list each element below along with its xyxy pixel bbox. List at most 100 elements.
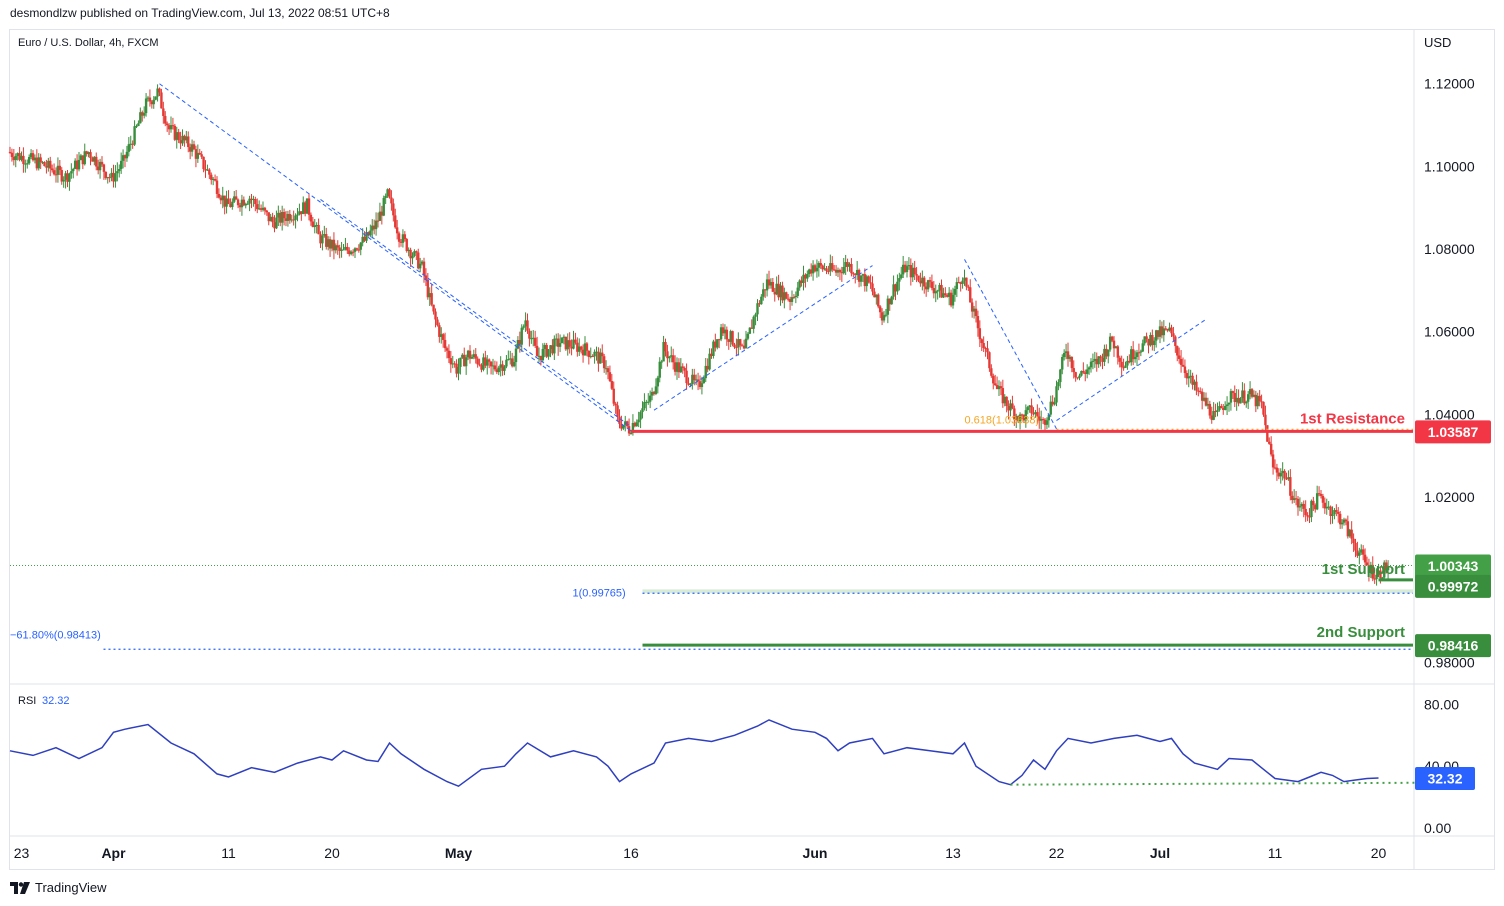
x-tick-label: 22	[1049, 845, 1065, 861]
candle-body	[700, 383, 704, 387]
candle-body	[50, 168, 54, 171]
candle-body	[309, 214, 313, 222]
candle-body	[1335, 510, 1338, 512]
candle-body	[1379, 570, 1382, 579]
candle-body	[781, 285, 784, 301]
candle-body	[1350, 529, 1353, 539]
candle-body	[275, 217, 278, 229]
candle-body	[685, 370, 688, 384]
candle-body	[1319, 493, 1323, 496]
candle-body	[944, 293, 947, 296]
candle-body	[1304, 508, 1307, 516]
candle-body	[221, 195, 224, 201]
candle-body	[877, 294, 880, 307]
candle-body	[808, 269, 811, 274]
candle-body	[486, 359, 489, 366]
candle-body	[1342, 519, 1346, 523]
candle-body	[696, 379, 700, 382]
candle-body	[154, 96, 157, 100]
candle-body	[108, 177, 111, 179]
candle-body	[1047, 414, 1051, 421]
candle-body	[990, 368, 993, 376]
candle-body	[572, 339, 575, 349]
candle-body	[1179, 358, 1183, 365]
candle-body	[438, 325, 441, 337]
candle-body	[693, 374, 696, 381]
candle-body	[894, 284, 897, 292]
candle-body	[269, 216, 272, 222]
candle-body	[1246, 394, 1250, 402]
candle-body	[825, 268, 828, 271]
candle-body	[116, 171, 119, 174]
candle-body	[1137, 352, 1141, 354]
candle-body	[647, 401, 650, 403]
candle-body	[863, 274, 867, 287]
candle-body	[869, 282, 872, 284]
candle-body	[378, 211, 382, 221]
candle-body	[821, 265, 824, 270]
candle-body	[480, 365, 483, 370]
candle-body	[963, 277, 966, 281]
candle-body	[376, 220, 380, 222]
candle-body	[440, 334, 443, 337]
candle-body	[62, 179, 65, 182]
candle-body	[474, 354, 477, 359]
candle-body	[553, 338, 556, 354]
candle-body	[1231, 391, 1235, 393]
candle-body	[495, 369, 499, 373]
candle-body	[1296, 498, 1300, 508]
candle-body	[564, 336, 568, 350]
candle-body	[24, 163, 27, 165]
candle-body	[771, 282, 775, 292]
candle-body	[303, 202, 307, 214]
candle-body	[723, 329, 727, 334]
candle-body	[142, 113, 146, 116]
candle-body	[401, 234, 405, 243]
candle-body	[16, 153, 19, 156]
candle-body	[41, 162, 44, 164]
candle-body	[459, 357, 462, 367]
candle-body	[809, 269, 813, 274]
candle-body	[719, 327, 723, 340]
candle-body	[969, 287, 972, 303]
candle-body	[775, 283, 778, 295]
candle-body	[928, 280, 932, 282]
candle-body	[518, 339, 522, 345]
last-price-tag-text: 1.00343	[1428, 558, 1479, 574]
candle-body	[583, 343, 587, 356]
candle-body	[200, 154, 203, 157]
candle-body	[470, 357, 474, 359]
candle-body	[1195, 381, 1198, 391]
candle-body	[39, 157, 42, 163]
candle-body	[595, 351, 598, 353]
candle-body	[240, 199, 244, 208]
candle-body	[211, 178, 215, 180]
candle-body	[923, 277, 926, 287]
candle-body	[854, 274, 857, 276]
candle-body	[457, 366, 460, 374]
pattern-dashed-line	[320, 199, 632, 428]
candle-body	[363, 236, 366, 241]
candle-body	[1176, 346, 1179, 356]
candle-body	[45, 166, 48, 168]
candle-body	[202, 156, 205, 170]
candle-body	[884, 314, 888, 316]
candle-body	[284, 218, 288, 221]
candle-body	[865, 276, 868, 287]
candle-body	[183, 135, 186, 141]
tradingview-footer[interactable]: TradingView	[10, 880, 107, 895]
candle-body	[123, 155, 127, 159]
candle-body	[1289, 477, 1292, 496]
candle-body	[1172, 333, 1175, 337]
candle-body	[246, 203, 249, 205]
candle-body	[1235, 397, 1238, 403]
candle-body	[1300, 503, 1304, 507]
candle-body	[532, 337, 535, 339]
candle-body	[848, 263, 851, 267]
candle-body	[141, 112, 144, 116]
candle-body	[1133, 356, 1137, 360]
candle-body	[1222, 408, 1225, 411]
candle-body	[1074, 372, 1077, 378]
candle-body	[399, 241, 403, 243]
